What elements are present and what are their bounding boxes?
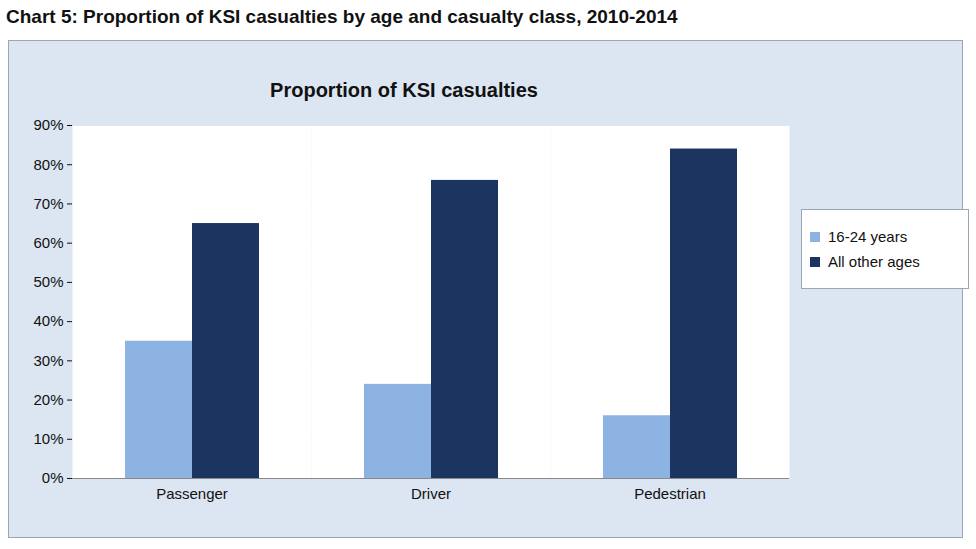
- svg-text:50%: 50%: [33, 273, 63, 290]
- html-text:Chart 5: Proportion of KSI cas: Chart 5: Proportion of KSI casualties by…: [6, 6, 678, 27]
- svg-text:Passenger: Passenger: [156, 485, 228, 502]
- svg-text:0%: 0%: [42, 469, 64, 486]
- svg-text:20%: 20%: [33, 391, 63, 408]
- html-text:All other ages: All other ages: [828, 253, 920, 270]
- svg-text:30%: 30%: [33, 352, 63, 369]
- svg-text:Driver: Driver: [411, 485, 451, 502]
- svg-text:Pedestrian: Pedestrian: [634, 485, 706, 502]
- svg-text:80%: 80%: [33, 156, 63, 173]
- svg-text:90%: 90%: [33, 116, 63, 133]
- svg-text:70%: 70%: [33, 195, 63, 212]
- svg-text:40%: 40%: [33, 312, 63, 329]
- html-text:Proportion of KSI casualties: Proportion of KSI casualties: [270, 79, 538, 101]
- svg-text:10%: 10%: [33, 430, 63, 447]
- html-text:16-24 years: 16-24 years: [828, 228, 908, 245]
- svg-text:60%: 60%: [33, 234, 63, 251]
